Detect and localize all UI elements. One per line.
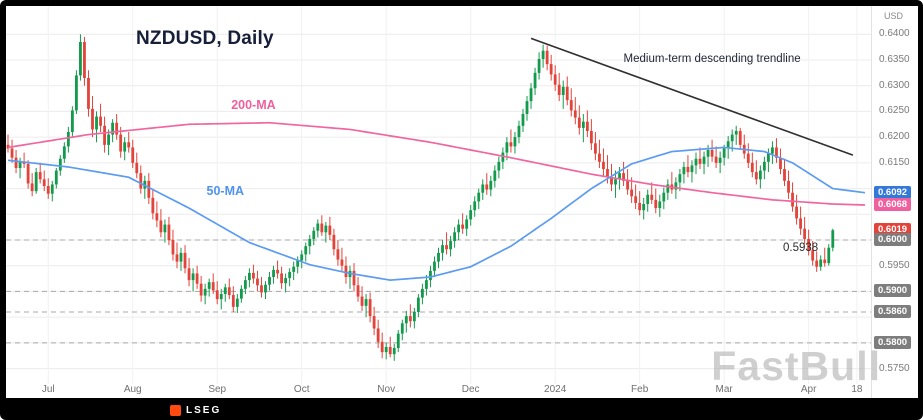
y-axis-badge-level: 0.6000 (874, 233, 912, 246)
trendline-annotation: Medium-term descending trendline (623, 52, 801, 65)
ma200-label: 200-MA (231, 98, 276, 113)
x-axis-label: Nov (377, 384, 396, 395)
grid (6, 6, 871, 384)
y-axis-badge-level: 0.5860 (874, 305, 912, 318)
y-axis-label: 0.6350 (879, 54, 910, 65)
y-axis-badge-level: 0.5900 (874, 284, 912, 298)
x-axis-label: Aug (123, 384, 142, 395)
x-axis-label: Oct (293, 384, 310, 395)
y-axis-badge-ma50: 0.6092 (874, 185, 912, 199)
lseg-logo: LSEG (170, 405, 221, 416)
lseg-logo-text: LSEG (186, 405, 222, 416)
y-axis-label: 0.6300 (879, 79, 910, 91)
y-axis-badge-ma200: 0.6068 (874, 198, 912, 212)
y-axis-label: 0.5950 (879, 259, 910, 271)
ma50-label: 50-MA (206, 184, 245, 199)
candles (6, 34, 835, 361)
y-axis-badge-last-price: 0.6019 (874, 223, 912, 237)
chart-title: NZDUSD, Daily (136, 28, 274, 49)
low-price-annotation: 0.5938 (782, 241, 819, 254)
chart-surface: NZDUSD, Daily Jul Aug Sep Oct Nov Dec 2024 Feb M… (6, 6, 918, 398)
y-axis-badge-level: 0.5800 (874, 335, 912, 349)
ma200-line[interactable] (7, 121, 865, 206)
ma50-line[interactable] (7, 146, 866, 281)
x-axis-label: Feb (631, 384, 649, 395)
y-axis-label: 0.6200 (879, 131, 910, 143)
x-axis[interactable]: Jul Aug Sep Oct Nov Dec 2024 Feb Mar Apr 18 (6, 384, 871, 398)
currency-label: USD (884, 11, 904, 21)
descending-trendline[interactable] (530, 37, 854, 156)
x-axis-label: Sep (208, 384, 227, 395)
x-axis-label: Apr (800, 384, 817, 395)
y-axis-label: 0.6400 (879, 28, 910, 40)
candlestick-plot[interactable] (6, 6, 871, 384)
y-axis[interactable]: USD 0.6400 0.6350 0.6300 0.6250 0.6200 0.6150… (871, 6, 918, 398)
y-axis-label: 0.5750 (879, 362, 910, 374)
y-axis-label: 0.6250 (879, 105, 910, 117)
x-axis-label: 18 (851, 384, 863, 395)
lseg-logo-icon (170, 405, 181, 416)
y-axis-label: 0.6150 (879, 156, 910, 168)
x-axis-label: Dec (461, 384, 480, 395)
x-axis-label: 2024 (544, 384, 567, 395)
x-axis-label: Jul (41, 384, 55, 395)
x-axis-label: Mar (715, 384, 733, 395)
